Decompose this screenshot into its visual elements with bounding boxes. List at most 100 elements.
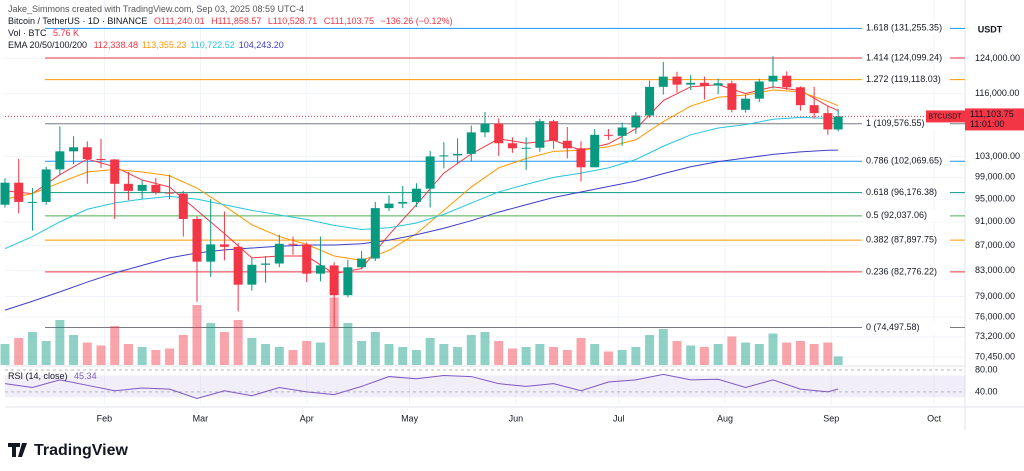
fib-label: 0 (74,497.58) xyxy=(866,322,920,332)
fib-label: 0.236 (82,776.22) xyxy=(866,266,937,276)
volume-bar xyxy=(699,347,709,365)
volume-bar xyxy=(603,351,613,365)
volume-bar xyxy=(110,326,120,365)
volume-bar xyxy=(384,344,394,365)
fib-label: 0.618 (96,176.38) xyxy=(866,187,937,197)
candle-body xyxy=(809,105,819,114)
candle-body xyxy=(82,147,92,159)
change: −136.26 (−0.12%) xyxy=(380,16,453,26)
candle-body xyxy=(110,159,120,184)
ohlc: O111,240.01 xyxy=(153,16,205,26)
logo: TradingView xyxy=(8,442,129,459)
volume-bar xyxy=(123,344,133,365)
ticker-tag: BTCUSDT xyxy=(928,113,962,120)
candle-body xyxy=(384,203,394,209)
candle-body xyxy=(754,81,764,99)
volume-bar xyxy=(833,356,843,365)
candle-body xyxy=(453,153,463,156)
volume-bar xyxy=(343,323,353,365)
candle-body xyxy=(27,201,37,203)
candle-body xyxy=(96,158,106,160)
volume-bar xyxy=(151,350,161,365)
candle-body xyxy=(727,83,737,110)
candle-body xyxy=(833,116,843,130)
y-tick-label: 116,000.00 xyxy=(975,88,1019,98)
price-tag-bg xyxy=(965,108,1024,131)
volume-bar xyxy=(439,344,449,365)
fib-label: 0.382 (87,897.75) xyxy=(866,235,937,245)
x-tick-label: Mar xyxy=(193,413,209,423)
volume-bar xyxy=(658,329,668,365)
volume-bar xyxy=(165,348,175,365)
candle-body xyxy=(343,267,353,296)
candle-body xyxy=(14,182,24,202)
rsi-tick-label: 80.00 xyxy=(975,364,998,374)
candle-body xyxy=(823,113,833,130)
currency: USDT xyxy=(978,24,1003,34)
candle-body xyxy=(535,121,545,148)
volume-bar xyxy=(27,332,37,365)
x-tick-label: Jul xyxy=(613,413,625,423)
candle-body xyxy=(590,134,600,168)
x-tick-label: Aug xyxy=(717,413,733,423)
ema-line xyxy=(4,116,839,250)
candle-body xyxy=(302,244,312,274)
volume-line: Vol · BTC 5.76 K xyxy=(8,28,83,38)
candle-body xyxy=(165,192,175,194)
y-tick-label: 95,000.00 xyxy=(975,194,1015,204)
y-tick-label: 76,000.00 xyxy=(975,311,1015,321)
volume-bar xyxy=(686,345,696,365)
ema-legend-value: 110,722.52 xyxy=(190,40,235,50)
ema-line xyxy=(4,149,839,311)
x-tick-label: Apr xyxy=(300,413,314,423)
candle-body xyxy=(699,82,709,86)
candle-body xyxy=(247,264,257,285)
volume-bar xyxy=(809,344,819,365)
volume-bar xyxy=(302,341,312,365)
volume-bar xyxy=(137,347,147,365)
fib-label-bg xyxy=(862,155,950,168)
volume-bar xyxy=(535,344,545,365)
candle-body xyxy=(466,132,476,154)
volume-bar xyxy=(329,297,339,365)
candle-body xyxy=(672,76,682,85)
volume-bar xyxy=(178,335,188,365)
volume-bar xyxy=(562,350,572,365)
volume-bar xyxy=(727,336,737,365)
volume-bar xyxy=(590,344,600,365)
volume-bar xyxy=(411,350,421,365)
volume-value: 5.76 K xyxy=(53,28,80,38)
volume-bar xyxy=(480,332,490,365)
x-tick-label: May xyxy=(401,413,419,423)
y-tick-label: 83,000.00 xyxy=(975,265,1015,275)
volume-bar xyxy=(0,344,10,365)
candle-body xyxy=(741,98,751,110)
volume-bar xyxy=(41,341,51,365)
countdown: 11:01:00 xyxy=(970,119,1004,129)
symbol: Bitcoin / TetherUS · 1D · BINANCE xyxy=(8,16,148,26)
candle-body xyxy=(549,121,559,141)
candle-body xyxy=(137,184,147,191)
candle-body xyxy=(411,188,421,202)
fib-label-bg xyxy=(862,22,950,35)
volume-bar xyxy=(741,342,751,365)
volume-bar xyxy=(672,341,682,365)
candle-body xyxy=(151,184,161,193)
x-tick-label: Oct xyxy=(927,413,942,423)
volume-bar xyxy=(357,341,367,365)
candle-body xyxy=(370,208,380,259)
price-tag: 111,103.75 xyxy=(970,109,1014,119)
volume-bar xyxy=(645,335,655,365)
volume-bar xyxy=(288,350,298,365)
rsi-label: RSI (14, close) xyxy=(8,371,68,381)
fib-label-bg xyxy=(862,186,950,199)
volume-bar xyxy=(398,347,408,365)
volume-bar xyxy=(453,347,463,365)
volume-bar xyxy=(713,344,723,365)
candle-body xyxy=(357,258,367,268)
volume-bar xyxy=(768,333,778,365)
x-tick-label: Jun xyxy=(509,413,524,423)
